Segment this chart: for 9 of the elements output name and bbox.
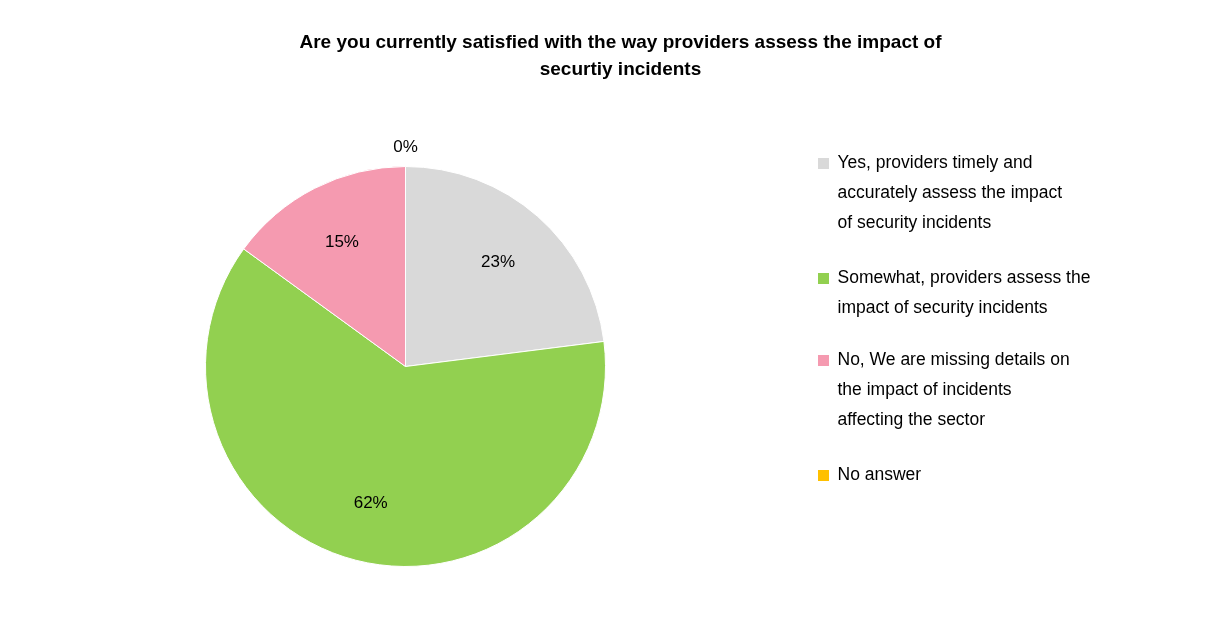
legend-label: No answer [837, 463, 922, 484]
chart-title: Are you currently satisfied with the way providers assess the impact of securtiy incidents [299, 30, 943, 79]
data-label: 23% [481, 251, 516, 271]
text: 0% [393, 137, 418, 156]
legend-label: No, We are missing details on the impact of incidents affecting the sector [837, 348, 1070, 429]
legend-label: Yes, providers timely and accurately assess the impact of security incidents [837, 151, 1063, 232]
legend-label: Somewhat, providers assess the impact of security incidents [837, 266, 1091, 317]
data-label: 62% [353, 492, 388, 512]
data-label: 15% [324, 232, 359, 252]
